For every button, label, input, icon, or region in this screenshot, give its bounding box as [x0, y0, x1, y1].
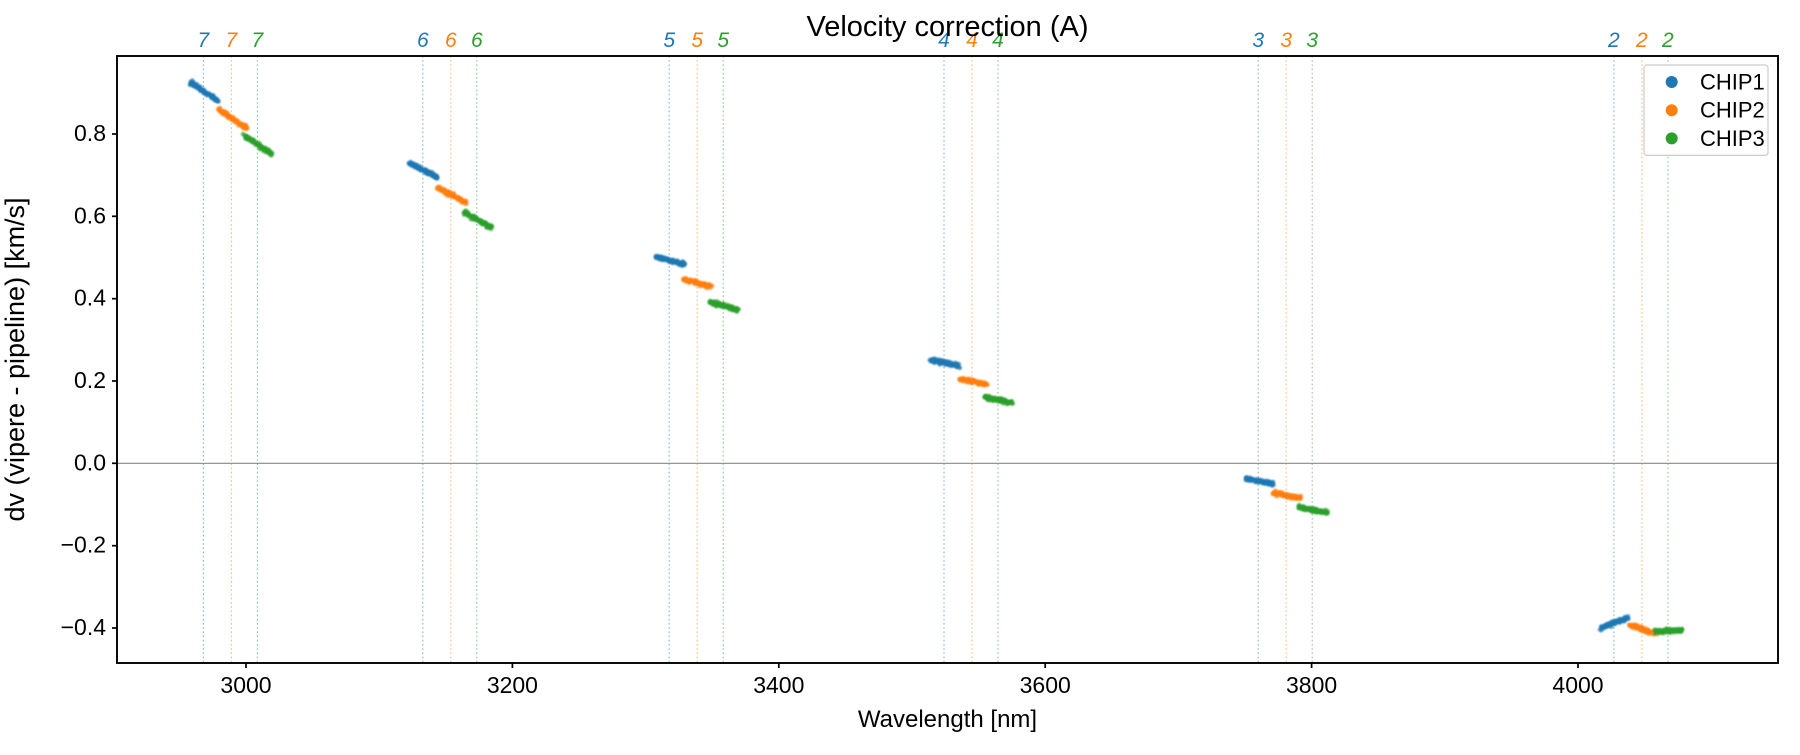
svg-text:3: 3: [1306, 29, 1318, 52]
svg-text:3400: 3400: [753, 672, 804, 698]
svg-text:7: 7: [252, 29, 265, 52]
svg-text:3: 3: [1280, 29, 1292, 52]
svg-text:CHIP3: CHIP3: [1700, 126, 1765, 151]
svg-text:0.6: 0.6: [74, 202, 106, 228]
svg-text:−0.2: −0.2: [61, 532, 106, 558]
svg-text:3800: 3800: [1286, 672, 1337, 698]
svg-text:CHIP1: CHIP1: [1700, 70, 1765, 95]
svg-text:0.8: 0.8: [74, 120, 106, 146]
svg-text:3200: 3200: [487, 672, 538, 698]
svg-text:3600: 3600: [1020, 672, 1071, 698]
svg-text:Velocity correction (A): Velocity correction (A): [806, 11, 1088, 43]
svg-text:2: 2: [1635, 29, 1648, 52]
svg-text:6: 6: [445, 29, 457, 52]
svg-text:7: 7: [198, 29, 211, 52]
svg-text:6: 6: [471, 29, 483, 52]
svg-text:−0.4: −0.4: [61, 614, 107, 640]
svg-text:0.2: 0.2: [74, 367, 106, 393]
svg-text:3000: 3000: [220, 672, 271, 698]
svg-text:CHIP2: CHIP2: [1700, 98, 1765, 123]
svg-text:dv (vipere - pipeline) [km/s]: dv (vipere - pipeline) [km/s]: [0, 197, 30, 521]
svg-text:7: 7: [226, 29, 239, 52]
svg-text:3: 3: [1252, 29, 1264, 52]
svg-text:0.0: 0.0: [74, 449, 106, 475]
svg-text:2: 2: [1661, 29, 1674, 52]
svg-text:2: 2: [1607, 29, 1620, 52]
svg-text:5: 5: [663, 29, 675, 52]
svg-text:0.4: 0.4: [74, 285, 106, 311]
svg-text:4000: 4000: [1552, 672, 1603, 698]
svg-text:5: 5: [691, 29, 703, 52]
svg-text:5: 5: [717, 29, 729, 52]
svg-text:Wavelength [nm]: Wavelength [nm]: [858, 706, 1037, 733]
svg-text:6: 6: [417, 29, 429, 52]
